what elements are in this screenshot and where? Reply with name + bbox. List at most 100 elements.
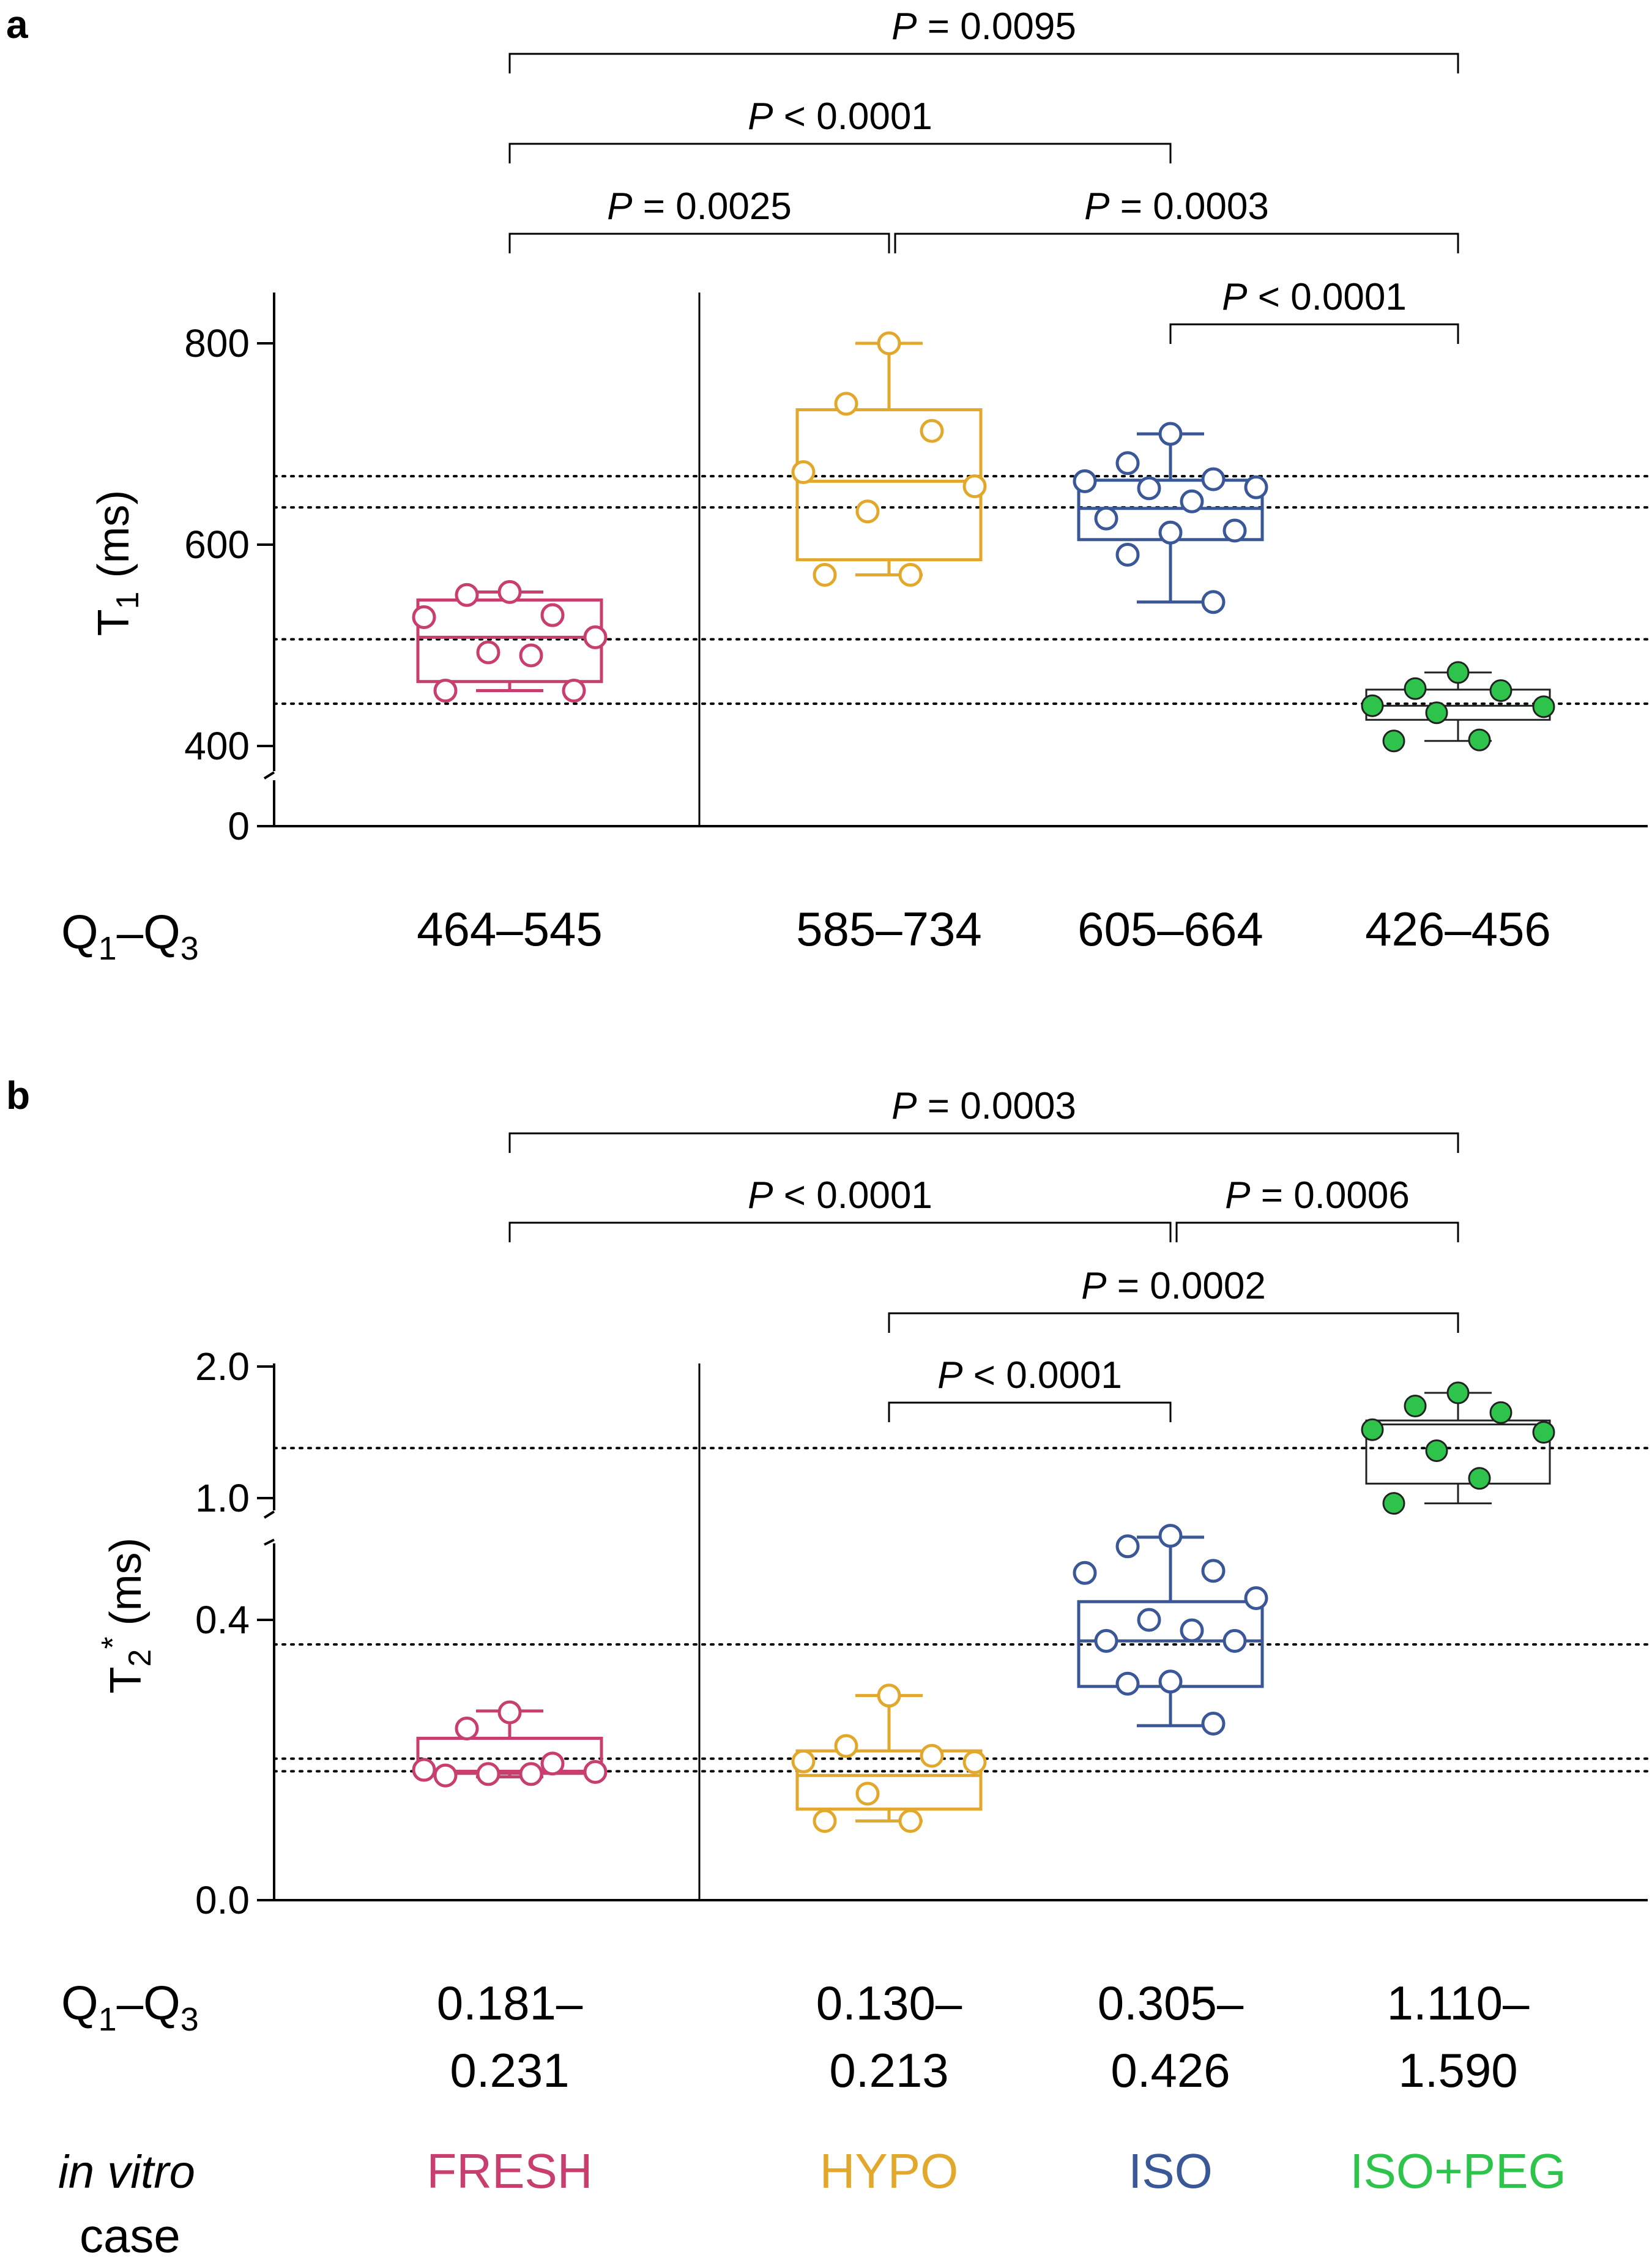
panel-b-iso-point [1244, 1586, 1268, 1611]
panel-a-q-range: 605–664 [1077, 902, 1263, 956]
panel-a-comparison-bracket-3 [894, 233, 1459, 253]
panel-b-p-value-2: P = 0.0006 [1225, 1174, 1410, 1217]
panel-b-axis-break-mark-upper [263, 1510, 275, 1519]
panel-a-iso-point [1073, 469, 1097, 493]
panel-a-ytick-label: 0 [228, 804, 250, 848]
panel-b-fresh-point [583, 1759, 608, 1784]
case-name-fresh: FRESH [426, 2144, 592, 2198]
panel-a-iso-point [1201, 467, 1226, 491]
panel-a-p-value-3: P = 0.0003 [1084, 185, 1269, 228]
panel-a-hypo-point [898, 562, 923, 587]
panel-a-hypo-point [834, 392, 858, 416]
panel-a-iso-peg-point [1425, 701, 1448, 725]
panel-a-iso-point [1158, 422, 1183, 446]
panel-a-hypo-point [877, 331, 901, 356]
panel-b-ytick-label: 0.4 [195, 1598, 250, 1642]
panel-b-iso-peg-point [1382, 1492, 1405, 1515]
panel-b-hypo-box [795, 1749, 983, 1811]
panel-a-axis-break-mark [263, 771, 275, 780]
panel-a-ytick-label: 400 [184, 724, 250, 768]
case-name-iso-peg: ISO+PEG [1350, 2144, 1566, 2198]
panel-b-fresh-point [455, 1716, 479, 1740]
panel-b-hypo-point [791, 1749, 816, 1773]
panel-b-q-range-line1: 0.305– [1098, 1976, 1244, 2030]
panel-b-iso-point [1222, 1628, 1247, 1653]
panel-a-hypo-point [855, 499, 880, 524]
panel-b-p-value-0: P = 0.0003 [891, 1085, 1076, 1127]
panel-a-fresh-point [433, 679, 458, 703]
panel-b-fresh-box [416, 1737, 603, 1775]
panel-b-comparison-bracket-0 [508, 1132, 1459, 1153]
panel-a-iso-point [1222, 518, 1247, 543]
panel-a-fresh-point [497, 580, 522, 604]
panel-a-hypo-box [795, 408, 983, 562]
panel-a-comparison-bracket-2 [508, 233, 890, 253]
panel-b-iso-peg-point [1404, 1395, 1427, 1417]
panel-a-iso-point [1094, 506, 1118, 531]
panel-b-comparison-bracket-4 [888, 1401, 1172, 1422]
panel-a-fresh-point [412, 605, 436, 629]
panel-a-iso-peg-point [1446, 661, 1470, 684]
panel-b-q-label: Q1–Q3 [61, 1976, 199, 2038]
panel-a-comparison-bracket-4 [1169, 323, 1459, 344]
panel-a-fresh-point [540, 603, 565, 627]
panel-a-q-label: Q1–Q3 [61, 905, 199, 967]
panel-b-comparison-bracket-2 [1175, 1221, 1459, 1242]
panel-b-iso-peg-point [1446, 1381, 1470, 1404]
case-row-label-line2: case [80, 2209, 180, 2260]
panel-b-q-range-line1: 1.110– [1387, 1976, 1530, 2030]
panel-a-q-range: 426–456 [1365, 902, 1551, 956]
panel-b-hypo-point [898, 1809, 923, 1833]
panel-a-fresh-point [519, 643, 543, 668]
panel-b-iso-point [1137, 1608, 1161, 1632]
panel-a-fresh-point [562, 679, 586, 703]
panel-a-p-value-2: P = 0.0025 [607, 185, 792, 228]
panel-a-p-value-1: P < 0.0001 [748, 95, 932, 138]
panel-a-hypo-point [791, 460, 816, 485]
panel-b-iso-peg-point [1468, 1467, 1491, 1490]
panel-b-q-range-line2: 0.213 [829, 2043, 948, 2097]
case-name-hypo: HYPO [820, 2144, 959, 2198]
panel-a-iso-point [1115, 451, 1140, 475]
panel-a-iso-peg-point [1382, 729, 1405, 753]
panel-b-p-value-3: P = 0.0002 [1081, 1265, 1266, 1307]
panel-b-iso-point [1115, 1534, 1140, 1559]
panel-b-comparison-bracket-3 [888, 1312, 1459, 1333]
panel-a-chart: T1(ms) Q1–Q3 0 400 600 800 P = 0.0095 P < 0.0… [61, 6, 1649, 967]
case-row: in vitro case FRESH HYPO ISO ISO+PEG [58, 2144, 1566, 2260]
panel-a-q-range: 585–734 [796, 902, 982, 956]
panel-b-axis-break-mark-lower [264, 1538, 275, 1546]
panel-b-q-range-line2: 1.590 [1398, 2043, 1517, 2097]
panel-b-iso-peg-point [1425, 1439, 1448, 1463]
panel-b-iso-point [1073, 1561, 1097, 1585]
panel-b-iso-point [1158, 1669, 1183, 1694]
panel-a-fresh-point [476, 640, 500, 665]
panel-b-p-value-1: P < 0.0001 [748, 1174, 932, 1217]
panel-b-q-range-line2: 0.426 [1111, 2043, 1230, 2097]
panel-a-iso-peg-point [1532, 695, 1555, 718]
panel-b-iso-point [1180, 1618, 1204, 1643]
panel-a-iso-peg-point [1489, 679, 1512, 703]
panel-a-ytick-label: 600 [184, 523, 250, 567]
panel-a-q-range: 464–545 [417, 902, 603, 956]
panel-b-iso-peg-point [1489, 1401, 1512, 1424]
panel-b-ytick-label: 0.0 [195, 1878, 250, 1922]
panel-b-chart: T2*(ms) Q1–Q3 0.0 0.4 1.0 2.0 P = 0.0003 P < … [61, 1085, 1649, 2097]
panel-b-letter: b [6, 1073, 30, 1117]
panel-a-comparison-bracket-1 [508, 143, 1172, 163]
panel-a-hypo-point [920, 419, 944, 443]
panel-a-iso-point [1137, 476, 1161, 501]
panel-a-letter: a [6, 2, 28, 47]
case-row-label-line1: in vitro [58, 2146, 195, 2198]
panel-a-fresh-point [583, 625, 608, 649]
panel-b-hypo-point [962, 1750, 987, 1774]
panel-b-ytick-label: 1.0 [195, 1476, 250, 1520]
panel-a-y-axis-title: T1(ms) [89, 490, 146, 636]
panel-b-hypo-point [877, 1684, 901, 1708]
panel-b-fresh-point [519, 1762, 543, 1786]
panel-a-hypo-point [962, 474, 987, 499]
panel-a-comparison-bracket-0 [508, 53, 1459, 73]
panel-b-iso-point [1201, 1711, 1226, 1736]
panel-b-hypo-point [834, 1734, 858, 1758]
